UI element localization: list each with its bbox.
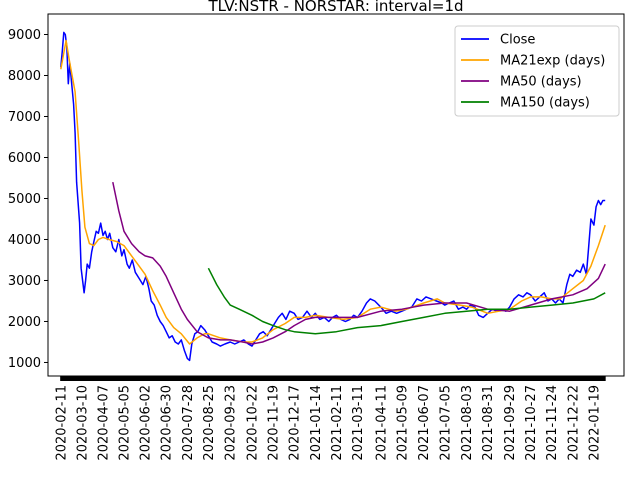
y-tick-label: 5000 [8, 192, 41, 207]
x-minor-ticks [60, 376, 606, 381]
x-tick-label: 2021-10-27 [524, 385, 539, 461]
series-layer [60, 31, 606, 362]
legend-label: MA150 (days) [500, 96, 590, 111]
y-tick-label: 4000 [8, 233, 41, 248]
legend-label: MA50 (days) [500, 75, 582, 90]
series-line-2 [112, 181, 606, 345]
y-tick-label: 9000 [8, 28, 41, 43]
y-tick-label: 2000 [8, 315, 41, 330]
x-tick-label: 2020-11-19 [267, 385, 282, 461]
x-tick-label: 2021-06-07 [417, 385, 432, 461]
x-tick-label: 2021-02-11 [330, 385, 345, 461]
series-line-3 [207, 267, 606, 335]
x-tick-label: 2021-03-11 [351, 385, 366, 461]
x-tick-label: 2021-05-09 [395, 385, 410, 461]
x-tick-label: 2021-07-05 [438, 385, 453, 461]
x-tick-label: 2020-10-22 [246, 385, 261, 461]
x-tick-label: 2021-12-22 [566, 385, 581, 461]
chart-title: TLV:NSTR - NORSTAR: interval=1d [207, 0, 463, 15]
x-tick-label: 2021-04-11 [374, 385, 389, 461]
x-tick-label: 2020-12-17 [288, 385, 303, 461]
legend-label: MA21exp (days) [500, 54, 605, 69]
y-tick-label: 1000 [8, 356, 41, 371]
x-tick-label: 2021-08-31 [481, 385, 496, 461]
x-tick-label: 2020-08-25 [202, 385, 217, 461]
legend: Close MA21exp (days) MA50 (days) MA150 (day… [454, 25, 620, 117]
x-tick-label: 2020-02-11 [54, 385, 69, 461]
x-tick-label: 2021-11-24 [545, 385, 560, 461]
y-tick-label: 6000 [8, 151, 41, 166]
y-tick-label: 7000 [8, 110, 41, 125]
x-tick-label: 2020-06-30 [160, 385, 175, 461]
y-tick-label: 8000 [8, 69, 41, 84]
x-tick-label: 2020-05-05 [118, 385, 133, 461]
x-tick-label: 2020-09-23 [224, 385, 239, 461]
x-tick-label: 2021-01-14 [309, 385, 324, 461]
x-tick-label: 2020-03-10 [75, 385, 90, 461]
x-tick-label: 2022-01-19 [587, 385, 602, 461]
y-tick-label: 3000 [8, 274, 41, 289]
x-axis: 2020-02-11 2020-03-10 2020-04-07 2020-05-05… [54, 376, 606, 461]
legend-box [454, 25, 620, 117]
x-tick-label: 2020-06-02 [139, 385, 154, 461]
x-tick-label: 2021-09-29 [503, 385, 518, 461]
legend-label: Close [500, 33, 535, 48]
x-tick-label: 2021-08-03 [460, 385, 475, 461]
x-tick-label: 2020-07-28 [181, 385, 196, 461]
y-axis: 1000 2000 3000 4000 5000 6000 7000 8000 9000 [8, 28, 48, 371]
x-tick-label: 2020-04-07 [96, 385, 111, 461]
